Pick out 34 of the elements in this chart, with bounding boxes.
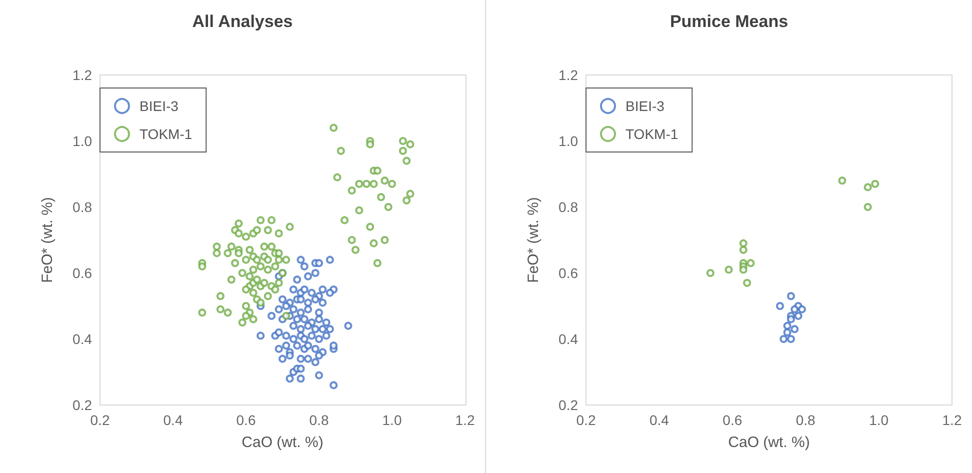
legend-label: BIEI-3 [626, 98, 665, 114]
y-axis-title: FeO* (wt. %) [525, 197, 542, 283]
y-tick-label: 1.2 [558, 67, 578, 83]
y-tick-label: 0.6 [72, 265, 92, 281]
x-axis-title: CaO (wt. %) [728, 434, 810, 451]
y-tick-label: 0.2 [558, 397, 578, 413]
y-tick-label: 0.6 [558, 265, 578, 281]
y-tick-label: 1.0 [558, 133, 578, 149]
legend-label: TOKM-1 [626, 126, 678, 142]
y-tick-label: 0.8 [72, 199, 92, 215]
y-tick-label: 0.8 [558, 199, 578, 215]
x-tick-label: 0.8 [796, 412, 816, 428]
x-tick-label: 0.6 [236, 412, 256, 428]
chart-title: All Analyses [192, 12, 293, 31]
legend-label: BIEI-3 [140, 98, 179, 114]
x-tick-label: 0.4 [649, 412, 670, 428]
x-tick-label: 0.6 [722, 412, 742, 428]
x-tick-label: 0.8 [309, 412, 329, 428]
x-axis-title: CaO (wt. %) [242, 434, 324, 451]
x-tick-label: 0.2 [576, 412, 596, 428]
legend-label: TOKM-1 [140, 126, 192, 142]
y-tick-label: 0.2 [72, 397, 92, 413]
chart-title: Pumice Means [670, 12, 788, 31]
x-tick-label: 1.0 [382, 412, 402, 428]
y-tick-label: 0.4 [558, 331, 578, 347]
x-tick-label: 0.4 [163, 412, 183, 428]
x-tick-label: 1.0 [869, 412, 889, 428]
x-tick-label: 0.2 [90, 412, 110, 428]
x-tick-label: 1.2 [455, 412, 475, 428]
x-tick-label: 1.2 [942, 412, 962, 428]
y-tick-label: 1.0 [72, 133, 92, 149]
y-tick-label: 0.4 [72, 331, 92, 347]
y-axis-title: FeO* (wt. %) [39, 197, 56, 283]
y-tick-label: 1.2 [72, 67, 92, 83]
